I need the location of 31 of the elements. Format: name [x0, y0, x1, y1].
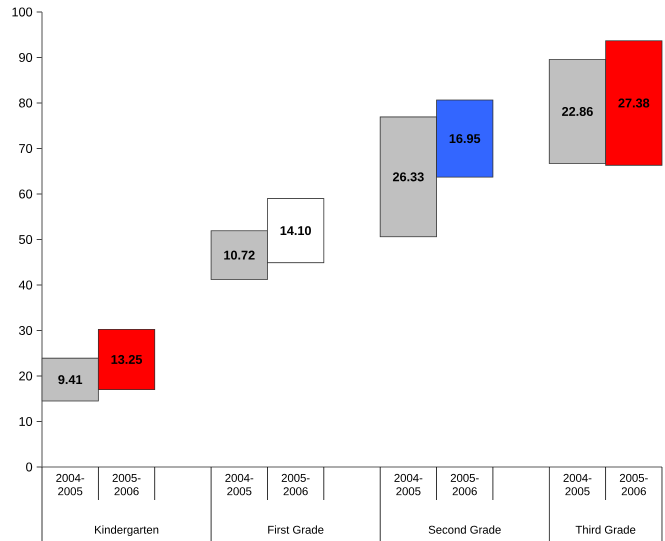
- y-tick-label: 20: [19, 372, 32, 380]
- y-tick-label: 50: [19, 235, 32, 244]
- text: Third Grade: [576, 525, 636, 534]
- data-label: 13.25: [111, 355, 142, 364]
- data-label: 27.38: [618, 98, 650, 108]
- y-tick-label: 100: [12, 8, 32, 16]
- x-tick-label: 2004-2005: [225, 474, 254, 496]
- x-tick-label: 2004-2005: [564, 474, 592, 496]
- y-tick-label: 60: [19, 190, 32, 198]
- text: Kindergarten: [95, 525, 158, 536]
- data-label: 16.95: [450, 134, 480, 144]
- y-tick-label: 80: [19, 98, 32, 108]
- x-tick-label: 2005-2006: [112, 474, 141, 496]
- x-tick-label: 2004-2005: [56, 474, 84, 496]
- data-label: 26.33: [392, 172, 424, 182]
- y-tick-label: 40: [18, 280, 32, 290]
- x-tick-label: 2005-2006: [620, 474, 648, 496]
- text: First Grade: [268, 525, 324, 534]
- x-tick-label: 2005-2006: [282, 474, 310, 496]
- y-tick-label: 90: [19, 53, 32, 62]
- x-tick-label: 2005-2006: [450, 474, 479, 496]
- text: Second Grade: [428, 525, 501, 534]
- y-tick-label: 10: [20, 417, 32, 426]
- data-label: 10.72: [224, 250, 255, 260]
- data-label: 9.41: [58, 375, 82, 384]
- y-tick-label: 30: [19, 326, 32, 335]
- y-tick-label: 0: [26, 462, 32, 472]
- data-label: 14.10: [280, 226, 311, 236]
- x-tick-label: 2004-2005: [394, 474, 422, 496]
- y-tick-label: 70: [19, 144, 32, 153]
- data-label: 22.86: [562, 107, 593, 116]
